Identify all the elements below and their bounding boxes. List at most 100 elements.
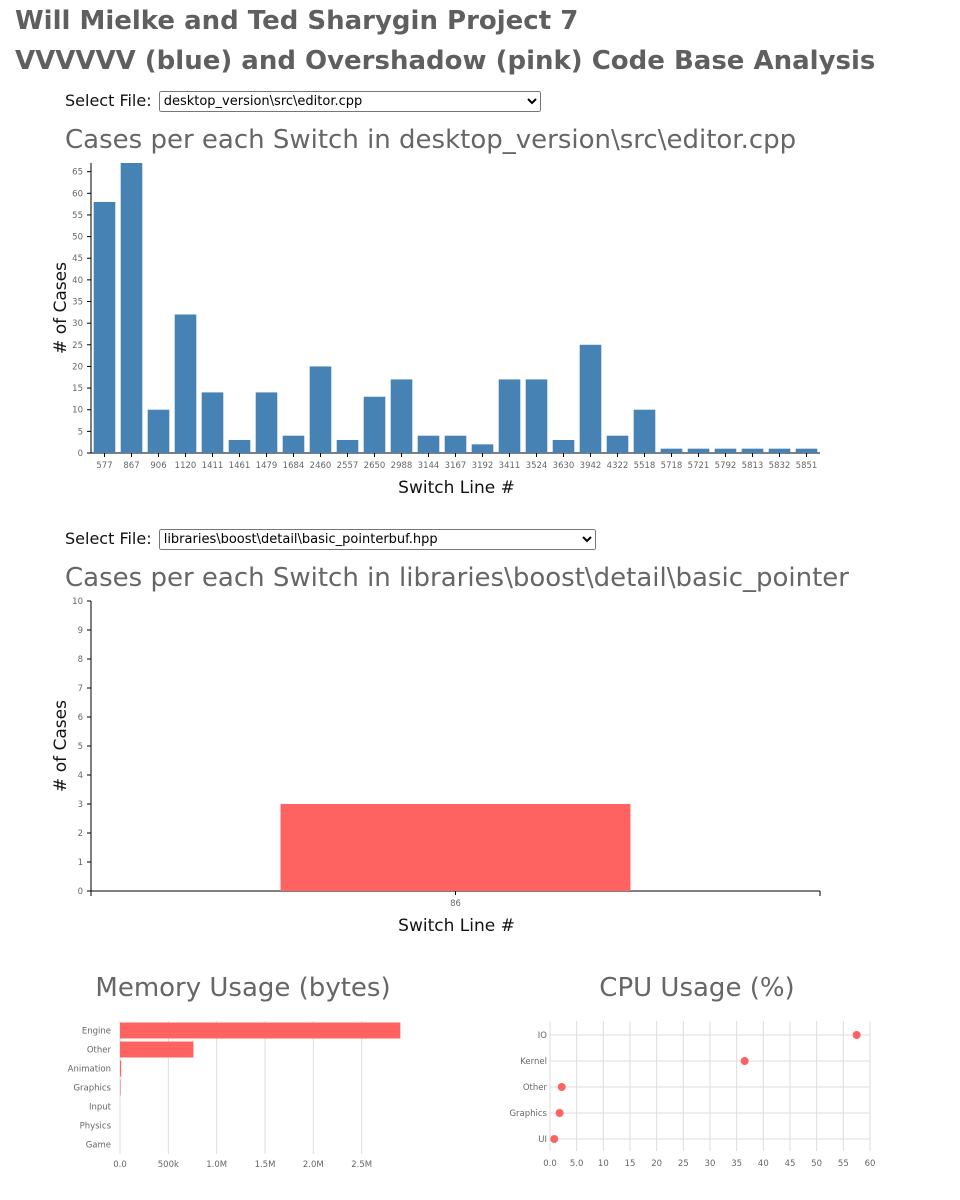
- y-tick-label: 7: [78, 684, 83, 694]
- x-tick-label: 15: [625, 1159, 636, 1169]
- select-file-label: Select File:: [65, 91, 152, 110]
- data-point: [557, 1083, 566, 1091]
- bar: [282, 435, 305, 453]
- y-category-label: UI: [538, 1135, 547, 1145]
- bar: [417, 435, 440, 453]
- switch-cases-chart-vvvvvv: Cases per each Switch in desktop_version…: [51, 125, 820, 498]
- x-tick-label: 2650: [364, 461, 386, 471]
- bar: [120, 1079, 121, 1096]
- bar: [228, 440, 251, 453]
- file-selector-row-1: Select File: desktop_version\src\editor.…: [65, 91, 541, 112]
- x-tick-label: 3167: [445, 461, 467, 471]
- x-tick-label: 906: [150, 461, 166, 471]
- y-category-label: Graphics: [509, 1109, 547, 1119]
- bar: [444, 435, 467, 453]
- y-tick-label: 1: [78, 858, 83, 868]
- y-category-label: Game: [86, 1141, 111, 1151]
- x-tick-label: 20: [651, 1159, 662, 1169]
- x-tick-label: 1.0M: [206, 1160, 227, 1170]
- x-tick-label: 25: [678, 1159, 689, 1169]
- x-tick-label: 5.0: [570, 1159, 584, 1169]
- bar: [471, 444, 494, 453]
- x-tick-label: 5718: [661, 461, 683, 471]
- y-tick-label: 9: [78, 626, 83, 636]
- bar: [768, 448, 791, 453]
- y-tick-label: 15: [72, 384, 83, 394]
- y-category-label: IO: [538, 1031, 548, 1041]
- file-selector-row-2: Select File: libraries\boost\detail\basi…: [65, 529, 596, 550]
- x-tick-label: 86: [450, 899, 461, 909]
- file-select-2[interactable]: libraries\boost\detail\basic_pointerbuf.…: [158, 529, 596, 550]
- bar: [390, 379, 413, 453]
- y-axis-label: # of Cases: [51, 700, 71, 792]
- bar: [120, 1060, 122, 1077]
- file-select-1[interactable]: desktop_version\src\editor.cpp: [158, 91, 541, 112]
- y-tick-label: 10: [72, 597, 83, 607]
- x-tick-label: 500k: [158, 1160, 179, 1170]
- bar: [120, 1022, 401, 1039]
- chart-title: Cases per each Switch in libraries\boost…: [65, 563, 850, 593]
- bar: [201, 392, 224, 453]
- bar: [633, 409, 656, 453]
- bar: [93, 201, 116, 453]
- y-tick-label: 0: [78, 887, 83, 897]
- x-tick-label: 3192: [472, 461, 494, 471]
- x-tick-label: 2988: [391, 461, 413, 471]
- x-tick-label: 1120: [175, 461, 197, 471]
- memory-usage-chart: Memory Usage (bytes) 0.0 500k 1.0M 1.5M 2.0M 2…: [68, 973, 401, 1170]
- x-tick-label: 60: [865, 1159, 876, 1169]
- x-tick-label: 0.0: [113, 1160, 127, 1170]
- x-tick-label: 1411: [202, 461, 224, 471]
- cpu-usage-chart: CPU Usage (%) 0.0 5.0 10 15 20 25 30 35 40 45 50 55 6…: [509, 973, 876, 1169]
- data-point: [740, 1057, 749, 1065]
- y-tick-label: 40: [72, 276, 83, 286]
- bar: [498, 379, 521, 453]
- y-tick-label: 60: [72, 189, 83, 199]
- x-tick-label: 1461: [229, 461, 251, 471]
- data-point: [550, 1135, 559, 1143]
- x-tick-label: 55: [838, 1159, 849, 1169]
- y-category-label: Input: [89, 1103, 112, 1113]
- x-tick-label: 1.5M: [255, 1160, 276, 1170]
- y-tick-label: 2: [78, 829, 83, 839]
- y-category-label: Other: [87, 1046, 112, 1056]
- x-tick-label: 35: [731, 1159, 742, 1169]
- y-tick-label: 20: [72, 362, 83, 372]
- x-tick-label: 5518: [634, 461, 656, 471]
- bar: [280, 804, 631, 891]
- x-tick-label: 3411: [499, 461, 521, 471]
- bar: [687, 448, 710, 453]
- bar: [363, 396, 386, 453]
- bar: [714, 448, 737, 453]
- y-category-label: Animation: [68, 1065, 111, 1075]
- y-category-label: Engine: [82, 1027, 111, 1037]
- x-tick-label: 867: [123, 461, 139, 471]
- x-tick-label: 1684: [283, 461, 305, 471]
- x-tick-label: 3524: [526, 461, 548, 471]
- chart-title: CPU Usage (%): [599, 973, 794, 1003]
- bar: [147, 409, 170, 453]
- x-tick-label: 5832: [769, 461, 791, 471]
- x-tick-label: 3942: [580, 461, 602, 471]
- x-tick-label: 3630: [553, 461, 575, 471]
- page-subtitle: VVVVVV (blue) and Overshadow (pink) Code…: [15, 46, 876, 76]
- x-tick-label: 2.5M: [351, 1160, 372, 1170]
- y-tick-label: 0: [78, 449, 83, 459]
- y-tick-label: 45: [72, 254, 83, 264]
- bar: [174, 314, 197, 453]
- y-tick-label: 65: [72, 168, 83, 178]
- x-tick-label: 40: [758, 1159, 769, 1169]
- bar: [660, 448, 683, 453]
- switch-cases-chart-overshadow: Cases per each Switch in libraries\boost…: [51, 563, 850, 936]
- y-axis-label: # of Cases: [51, 262, 71, 354]
- select-file-label: Select File:: [65, 529, 152, 548]
- y-tick-label: 6: [78, 713, 83, 723]
- y-tick-label: 8: [78, 655, 83, 665]
- x-tick-label: 50: [811, 1159, 822, 1169]
- chart-title: Cases per each Switch in desktop_version…: [65, 125, 796, 155]
- y-category-label: Other: [523, 1083, 548, 1093]
- y-tick-label: 10: [72, 406, 83, 416]
- bar: [336, 440, 359, 453]
- x-tick-label: 5721: [688, 461, 710, 471]
- bar: [606, 435, 629, 453]
